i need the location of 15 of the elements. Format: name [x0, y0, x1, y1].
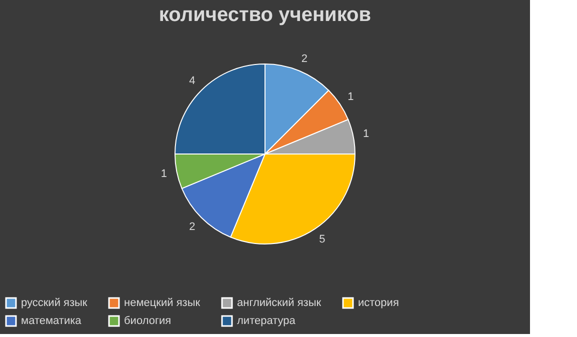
data-label: 4	[189, 75, 196, 88]
legend-label: немецкий язык	[124, 297, 200, 309]
data-label: 1	[362, 128, 370, 140]
legend-label: английский язык	[237, 297, 322, 309]
legend-label: литература	[237, 315, 296, 327]
data-label: 5	[319, 234, 326, 246]
legend-label: биология	[124, 315, 172, 327]
data-label: 1	[160, 168, 168, 180]
data-label: 1	[348, 90, 354, 103]
chart-title: количество учеников	[158, 4, 372, 26]
data-label: 2	[189, 220, 196, 233]
data-label: 2	[301, 52, 308, 65]
legend-label: русский язык	[21, 297, 88, 309]
legend-label: история	[358, 297, 399, 309]
legend-label: математика	[21, 315, 82, 327]
